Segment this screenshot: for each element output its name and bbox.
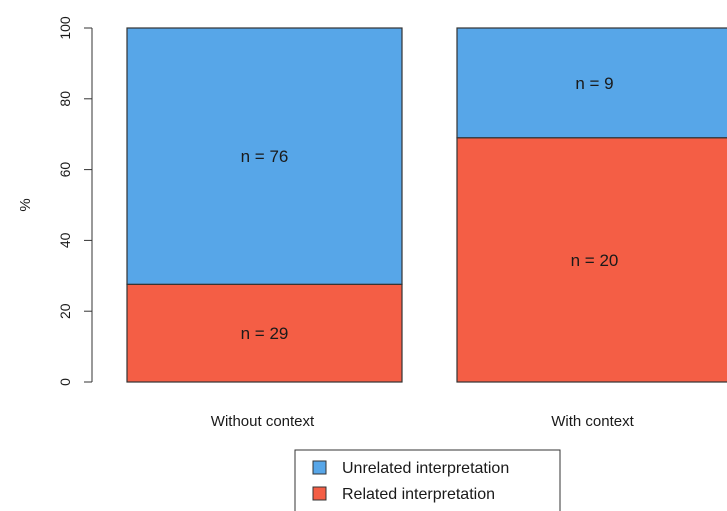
- bar-labels: n = 29 n = 76 n = 20 n = 9: [241, 74, 619, 343]
- legend-label: Unrelated interpretation: [342, 460, 509, 477]
- bar-data-label: n = 76: [241, 147, 289, 166]
- bar-segment-related-0: [126, 283, 403, 383]
- bar-segment-related-1: [456, 137, 727, 383]
- y-tick-label: 0: [57, 378, 73, 386]
- legend-box: [294, 449, 561, 511]
- x-axis-tick-labels: Without context With context: [211, 413, 635, 430]
- legend-swatch: [312, 486, 327, 501]
- bar-data-label: n = 20: [571, 251, 619, 270]
- legend-swatch: [312, 460, 327, 475]
- y-tick-label: 60: [57, 162, 73, 178]
- bar-data-label: n = 9: [575, 74, 613, 93]
- y-tick-label: 20: [57, 303, 73, 319]
- y-axis: 0 20 40 60 80 100: [57, 16, 93, 386]
- y-axis-label: %: [17, 198, 34, 211]
- bar-segment-unrelated-1: [456, 27, 727, 139]
- legend-label: Related interpretation: [342, 486, 495, 503]
- bars: [126, 27, 727, 383]
- bar-data-label: n = 29: [241, 324, 289, 343]
- x-tick-label: Without context: [211, 413, 315, 430]
- bar-segment-unrelated-0: [126, 27, 403, 285]
- y-tick-label: 80: [57, 91, 73, 107]
- y-tick-label: 40: [57, 232, 73, 248]
- legend: Unrelated interpretation Related interpre…: [294, 449, 561, 511]
- x-tick-label: With context: [551, 413, 634, 430]
- y-tick-label: 100: [57, 16, 73, 40]
